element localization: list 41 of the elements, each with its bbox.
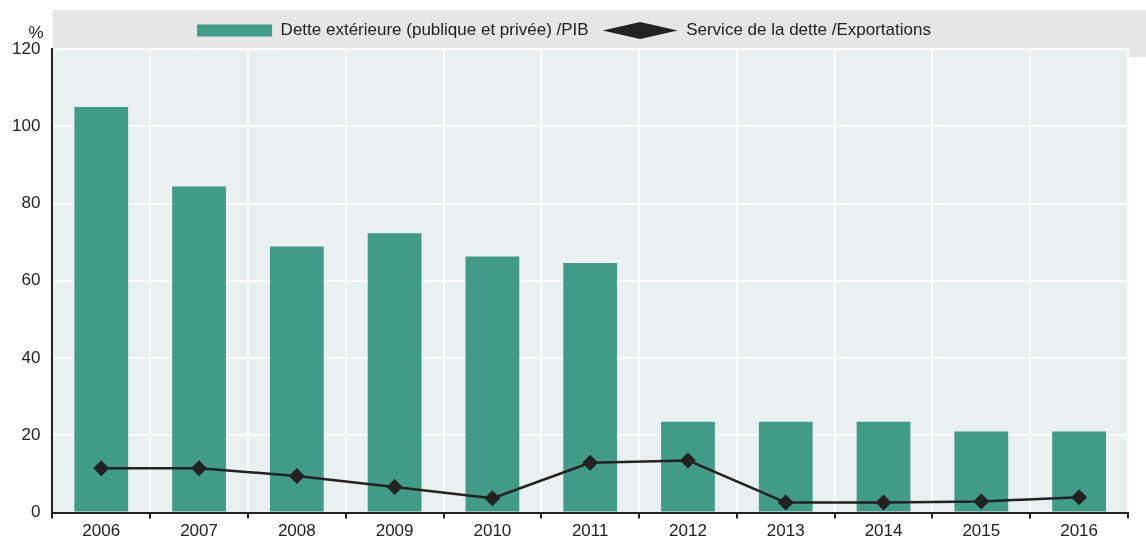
bar bbox=[1052, 431, 1106, 512]
bar bbox=[856, 421, 911, 512]
point bbox=[191, 460, 208, 477]
bar bbox=[563, 263, 618, 512]
point bbox=[288, 467, 305, 484]
y-tick-label: 80 bbox=[21, 193, 41, 213]
x-tick-label: 2013 bbox=[766, 521, 805, 541]
legend-label: Service de la dette /Exportations bbox=[686, 20, 931, 40]
x-tick-label: 2014 bbox=[864, 521, 903, 541]
point bbox=[386, 479, 403, 496]
bar bbox=[465, 256, 520, 512]
x-tick-label: 2016 bbox=[1060, 521, 1099, 541]
point bbox=[582, 454, 599, 471]
x-tick-label: 2006 bbox=[82, 521, 121, 541]
x-tick-label: 2015 bbox=[962, 521, 1001, 541]
point bbox=[875, 494, 892, 511]
point bbox=[1071, 489, 1088, 506]
point bbox=[484, 490, 501, 507]
bar bbox=[74, 106, 129, 512]
y-tick-label: 20 bbox=[21, 425, 41, 445]
point bbox=[679, 452, 696, 469]
y-tick-label: 100 bbox=[11, 115, 41, 135]
y-tick-label: 40 bbox=[21, 347, 41, 367]
x-tick-label: 2012 bbox=[669, 521, 707, 541]
x-tick-label: 2010 bbox=[473, 521, 512, 541]
bar bbox=[269, 246, 324, 512]
bar bbox=[954, 431, 1009, 512]
x-tick-label: 2007 bbox=[180, 521, 218, 541]
bar bbox=[172, 186, 226, 512]
y-tick-label: 60 bbox=[21, 270, 41, 290]
y-tick-label: 0 bbox=[30, 502, 41, 522]
x-tick-label: 2009 bbox=[375, 521, 414, 541]
point bbox=[973, 493, 990, 510]
point bbox=[93, 460, 110, 477]
legend-label: Dette extérieure (publique et privée) /PIB bbox=[280, 20, 589, 40]
bar bbox=[367, 233, 422, 512]
x-tick-label: 2011 bbox=[571, 521, 609, 541]
bar bbox=[661, 421, 715, 512]
point bbox=[777, 494, 794, 511]
x-tick-label: 2008 bbox=[277, 521, 316, 541]
bar bbox=[758, 421, 813, 512]
